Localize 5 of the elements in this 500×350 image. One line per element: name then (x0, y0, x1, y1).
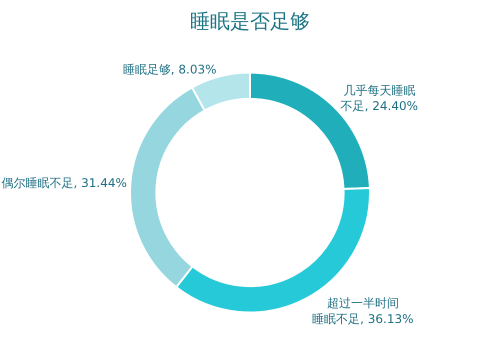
slice-label: 超过一半时间睡眠不足, 36.13% (312, 296, 414, 326)
chart-title: 睡眠是否足够 (190, 9, 310, 33)
slice-label: 几乎每天睡眠不足, 24.40% (340, 84, 418, 114)
slice-label: 偶尔睡眠不足, 31.44% (1, 176, 127, 190)
slice-label: 睡眠足够, 8.03% (122, 62, 217, 77)
